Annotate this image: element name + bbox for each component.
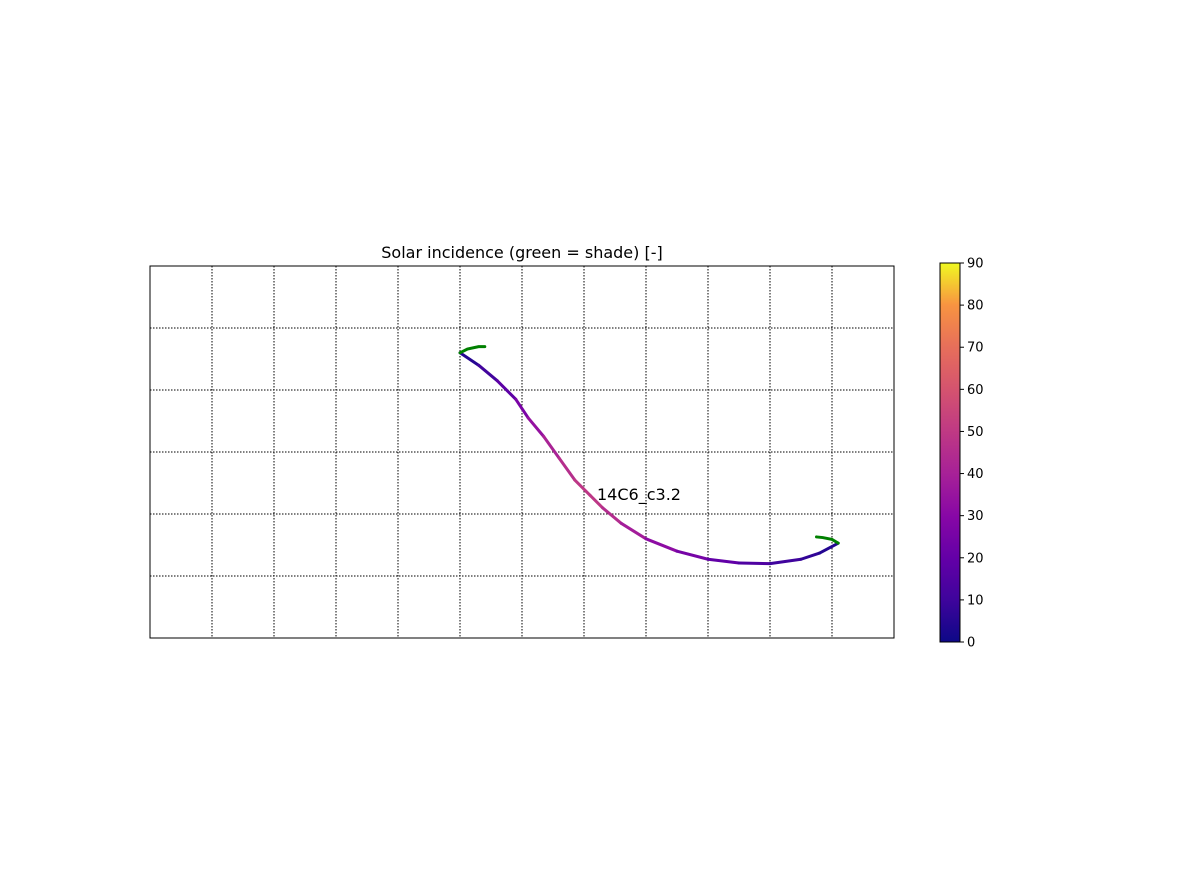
track-segment bbox=[818, 541, 840, 555]
colorbar-ticks: 0 10 20 30 40 50 60 70 80 90 bbox=[960, 257, 984, 651]
track-segment bbox=[706, 557, 741, 565]
colorbar-tick-label: 60 bbox=[967, 383, 984, 398]
colorbar-tick-label: 0 bbox=[967, 636, 975, 651]
grid-lines bbox=[150, 266, 894, 638]
track-segment bbox=[526, 416, 546, 438]
colorbar bbox=[939, 262, 961, 643]
annotation-label: 14C6_c3.2 bbox=[597, 485, 681, 505]
track-segment bbox=[619, 521, 648, 541]
track-segment bbox=[601, 506, 623, 525]
colorbar-tick-label: 80 bbox=[967, 299, 984, 314]
colorbar-tick-label: 70 bbox=[967, 341, 984, 356]
track-segment bbox=[644, 537, 679, 553]
track-segment bbox=[675, 549, 710, 561]
colorbar-tick-label: 40 bbox=[967, 467, 984, 482]
track-segment bbox=[573, 478, 592, 497]
shade-segments bbox=[458, 345, 840, 545]
track-segment bbox=[542, 435, 561, 460]
track-segment bbox=[737, 561, 772, 566]
track-segment bbox=[588, 493, 605, 510]
shade-segment bbox=[458, 345, 487, 355]
track-segment bbox=[458, 351, 481, 367]
track-segment bbox=[495, 379, 518, 401]
track-segment bbox=[514, 397, 530, 420]
shade-segment bbox=[815, 535, 840, 545]
colorbar-tick-label: 10 bbox=[967, 593, 984, 608]
colorbar-tick-label: 50 bbox=[967, 425, 984, 440]
track-segment bbox=[768, 557, 803, 566]
track-segment bbox=[477, 363, 499, 383]
track-segment bbox=[557, 456, 577, 482]
colorbar-tick-label: 90 bbox=[967, 257, 984, 272]
incidence-track bbox=[458, 351, 840, 566]
chart-title: Solar incidence (green = shade) [-] bbox=[381, 243, 662, 262]
plot-frame bbox=[149, 265, 895, 639]
colorbar-tick-label: 30 bbox=[967, 509, 984, 524]
colorbar-tick-label: 20 bbox=[967, 551, 984, 566]
track-segment bbox=[799, 551, 822, 561]
